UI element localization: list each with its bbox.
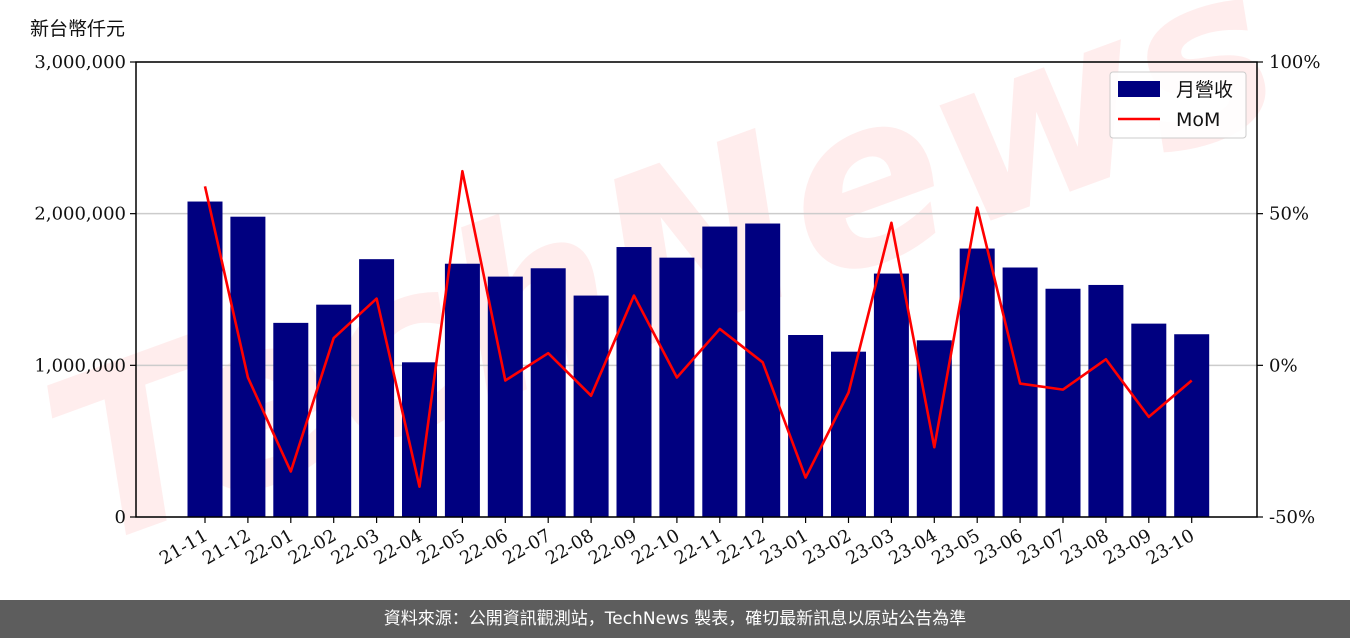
- y-left-tick-label: 3,000,000: [34, 52, 126, 73]
- bar-22-06: [487, 276, 523, 517]
- x-tick-label: 22-06: [456, 525, 511, 569]
- legend-label-line: MoM: [1176, 109, 1220, 131]
- bar-23-01: [788, 335, 824, 517]
- bar-22-09: [616, 247, 652, 518]
- legend-label-bar: 月營收: [1176, 79, 1233, 101]
- bar-22-12: [745, 223, 781, 517]
- bar-22-07: [530, 268, 566, 517]
- x-tick-label: 22-11: [671, 525, 726, 569]
- bar-23-09: [1131, 323, 1167, 517]
- y-left-tick-label: 0: [115, 507, 126, 528]
- x-tick-label: 23-05: [928, 525, 983, 569]
- bar-23-04: [916, 340, 952, 517]
- x-tick-label: 23-09: [1100, 525, 1155, 569]
- y-left-tick-label: 1,000,000: [34, 355, 126, 376]
- x-tick-label: 23-07: [1014, 525, 1069, 569]
- revenue-chart: TechNews 01,000,0002,000,0003,000,000-50…: [16, 0, 1321, 600]
- bar-22-11: [702, 226, 738, 517]
- x-tick-label: 22-05: [413, 525, 468, 569]
- x-tick-label: 22-10: [628, 525, 683, 569]
- x-tick-label: 23-04: [885, 525, 940, 569]
- x-tick-label: 23-06: [971, 525, 1026, 569]
- y-right-tick-label: 50%: [1269, 204, 1309, 225]
- x-tick-label: 22-12: [714, 525, 769, 569]
- bar-21-12: [230, 216, 266, 517]
- footer-source-note: 資料來源：公開資訊觀測站，TechNews 製表，確切最新訊息以原站公告為準: [0, 600, 1350, 638]
- bar-22-08: [573, 295, 609, 517]
- x-tick-label: 22-09: [585, 525, 640, 569]
- x-tick-label: 23-08: [1057, 525, 1112, 569]
- x-tick-label: 23-10: [1143, 525, 1198, 569]
- x-tick-label: 23-03: [842, 525, 897, 569]
- y-axis-unit-label: 新台幣仟元: [30, 18, 126, 40]
- bar-22-10: [659, 257, 695, 517]
- bar-23-02: [831, 351, 866, 517]
- bar-23-10: [1174, 334, 1210, 517]
- y-left-tick-label: 2,000,000: [34, 204, 126, 225]
- x-tick-label: 23-02: [800, 525, 855, 569]
- legend: 月營收 MoM: [1109, 71, 1247, 139]
- plot-frame: [135, 61, 1258, 518]
- bar-23-08: [1088, 284, 1124, 517]
- y-right-tick-label: -50%: [1269, 507, 1315, 528]
- x-tick-label: 22-03: [328, 525, 383, 569]
- x-tick-label: 23-01: [757, 525, 812, 569]
- bar-22-04: [402, 362, 437, 517]
- bar-23-06: [1002, 267, 1038, 517]
- bar-23-05: [959, 248, 995, 518]
- y-right-tick-label: 100%: [1269, 52, 1320, 73]
- mom-line: [203, 169, 1193, 488]
- bar-22-05: [444, 263, 480, 517]
- mom-line-series: [203, 169, 1193, 488]
- bar-23-03: [873, 273, 909, 517]
- bar-23-07: [1045, 288, 1081, 517]
- legend-swatch-bar: [1118, 81, 1160, 97]
- x-tick-label: 22-07: [499, 525, 554, 569]
- y-right-tick-label: 0%: [1269, 355, 1298, 376]
- bar-series: [187, 201, 1210, 518]
- bar-22-01: [273, 322, 309, 517]
- x-tick-label: 22-08: [542, 525, 597, 569]
- bar-21-11: [187, 201, 223, 518]
- plot-border: [135, 61, 1258, 518]
- x-tick-label: 22-04: [371, 525, 426, 569]
